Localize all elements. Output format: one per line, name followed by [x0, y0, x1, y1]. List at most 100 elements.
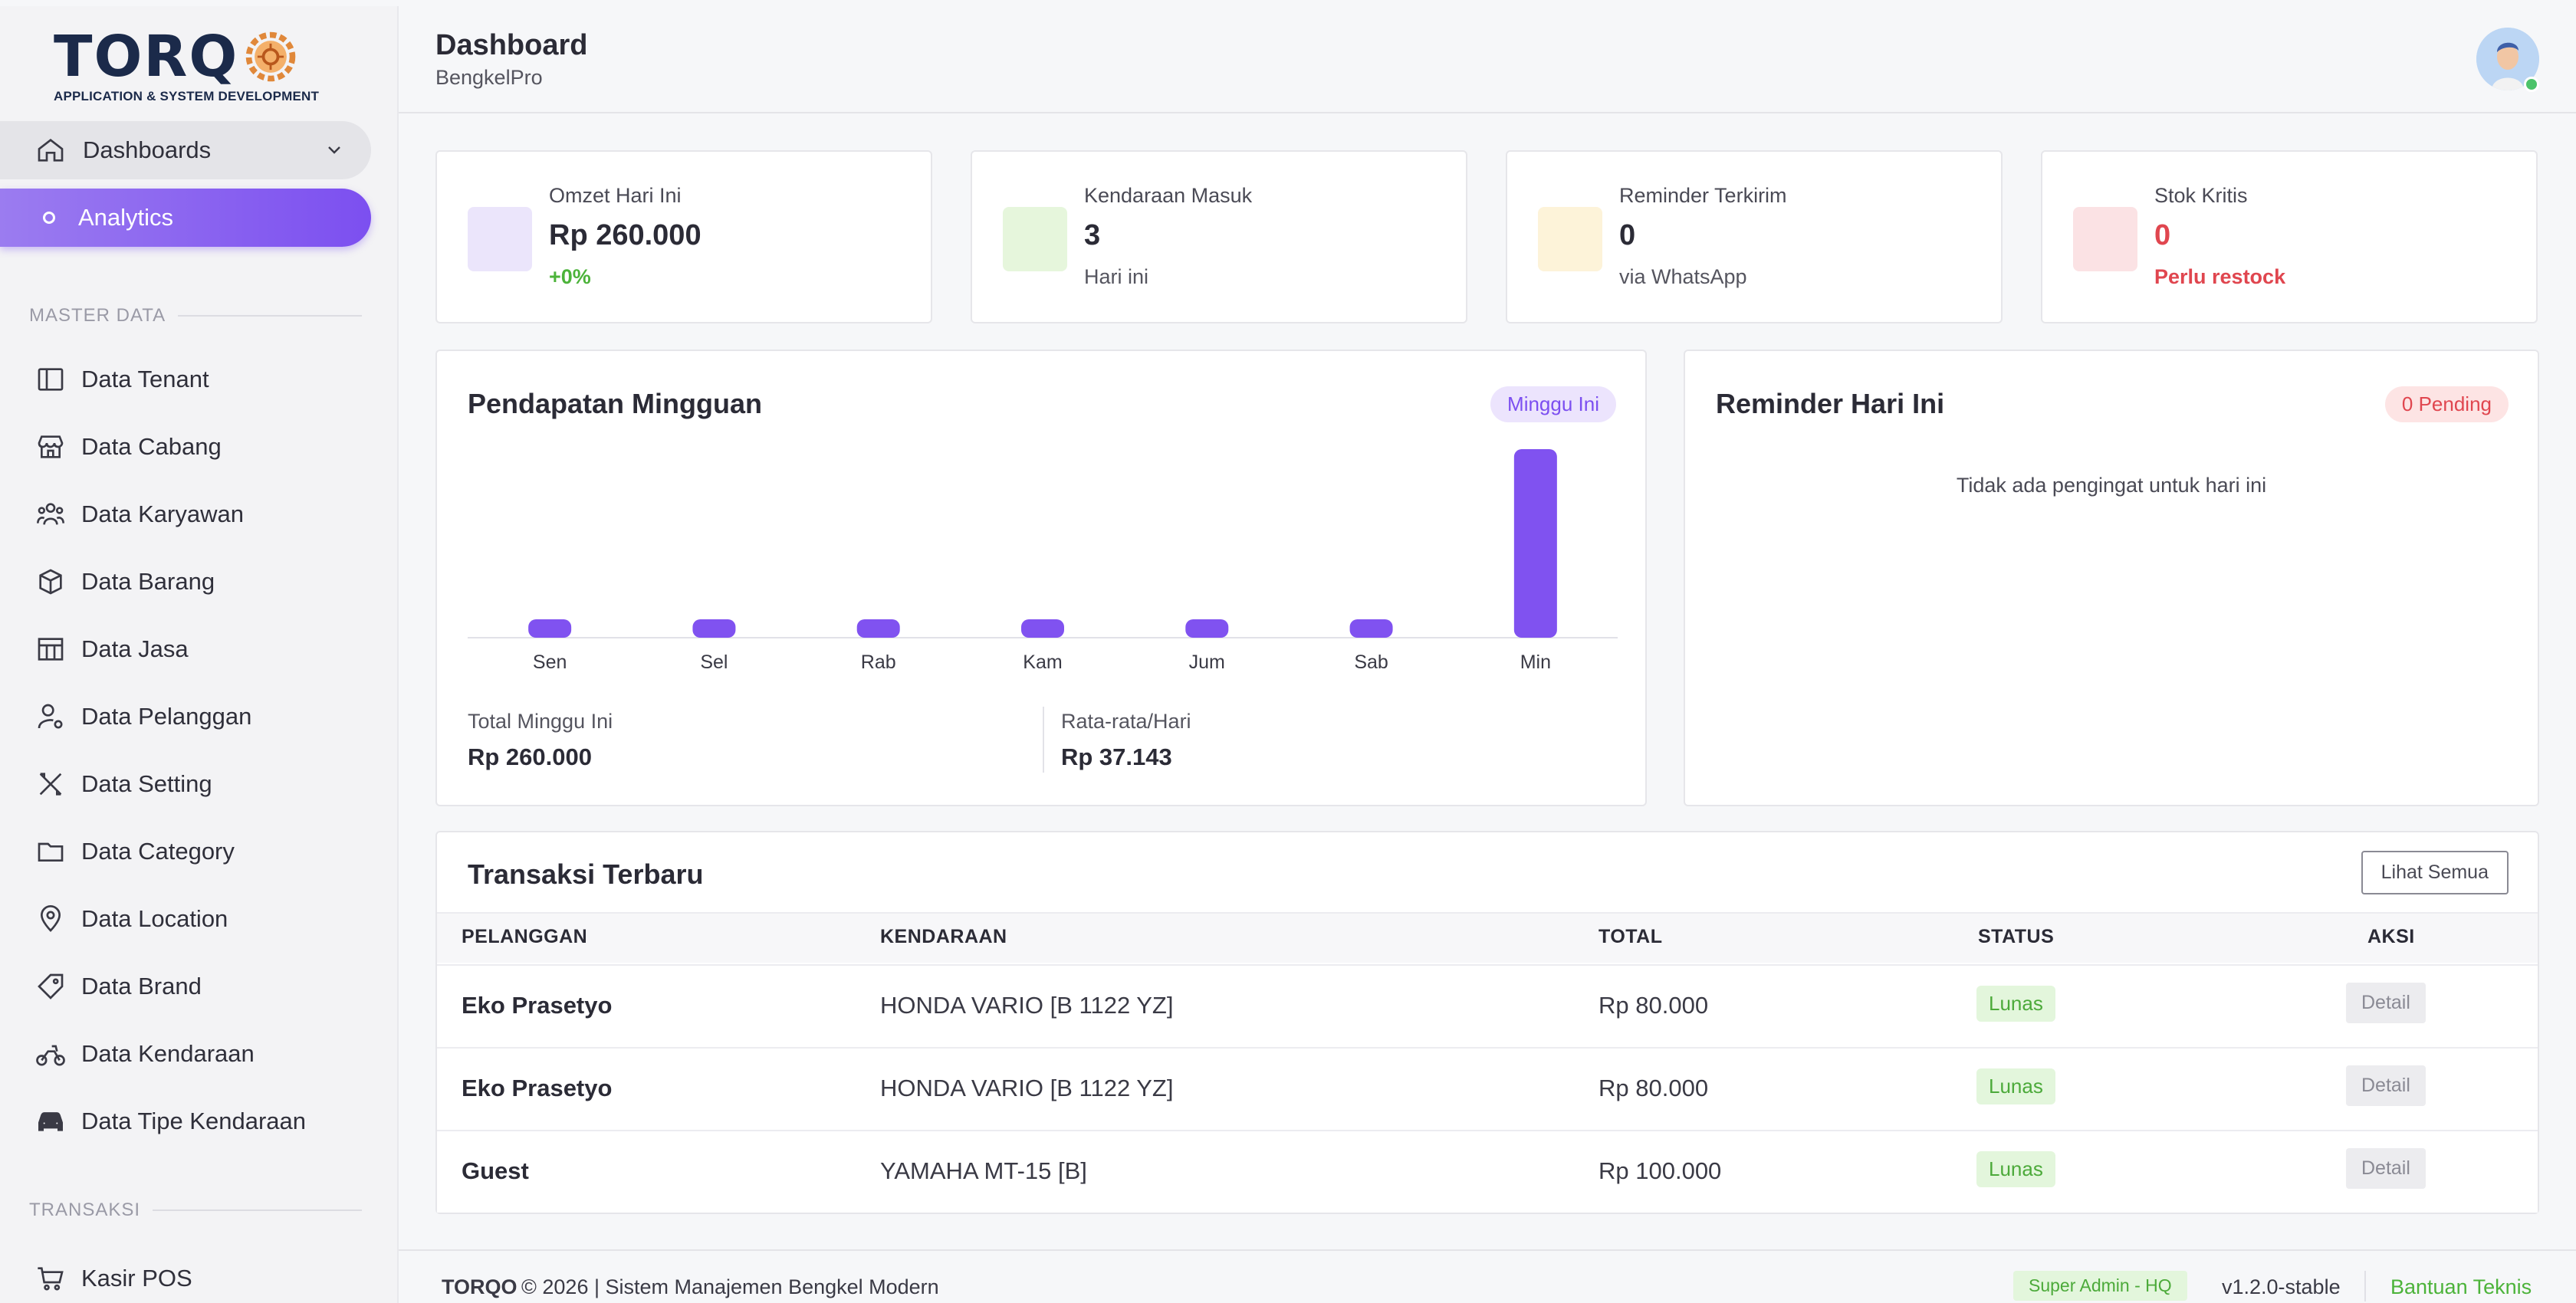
view-all-button[interactable]: Lihat Semua: [2361, 851, 2509, 894]
bar-kam: [1021, 619, 1064, 638]
sidebar-item-label: Dashboards: [83, 136, 212, 163]
column-header-pelanggan: PELANGGAN: [462, 926, 588, 947]
stat-label: Kendaraan Masuk: [1084, 184, 1253, 207]
total-label: Total Minggu Ini: [468, 710, 613, 733]
sidebar-item-data-pelanggan[interactable]: Data Pelanggan: [35, 694, 373, 740]
stat-swatch: [1003, 207, 1067, 271]
sidebar-item-dashboards[interactable]: Dashboards: [0, 121, 371, 179]
folder-icon: [38, 842, 64, 862]
sidebar-item-label: Data Jasa: [81, 635, 189, 662]
sidebar-item-data-location[interactable]: Data Location: [35, 896, 373, 942]
section-header-transaksi: TRANSAKSI: [29, 1200, 362, 1221]
detail-button[interactable]: Detail: [2346, 1148, 2426, 1189]
bar-sen: [528, 619, 572, 638]
sidebar-item-data-jasa[interactable]: Data Jasa: [35, 626, 373, 672]
weekly-revenue-card: Pendapatan Mingguan Minggu Ini Sen Sel Rab…: [435, 350, 1647, 806]
role-badge: Super Admin - HQ: [2013, 1271, 2187, 1301]
sidebar-item-data-setting[interactable]: Data Setting: [35, 761, 373, 807]
store-icon: [38, 435, 64, 458]
sidebar-item-label: Data Karyawan: [81, 501, 244, 527]
total-cell: Rp 100.000: [1598, 1157, 1722, 1184]
gear-logo-icon: [245, 31, 296, 82]
stat-value: 0: [2154, 219, 2171, 251]
sidebar-item-data-brand[interactable]: Data Brand: [35, 963, 373, 1009]
brand-name: TORQ: [54, 24, 239, 90]
stat-swatch: [2073, 207, 2137, 271]
motorbike-icon: [36, 1045, 65, 1066]
x-tick-label: Sel: [700, 652, 728, 673]
tools-icon: [39, 773, 62, 796]
sidebar-item-label: Data Cabang: [81, 433, 222, 460]
sidebar: TORQ APPLICATION & SYSTEM DEVELOPMENT Da…: [0, 6, 399, 1303]
sidebar-item-data-barang[interactable]: Data Barang: [35, 559, 373, 605]
customer-cell: Guest: [462, 1157, 529, 1184]
sidebar-item-label: Data Pelanggan: [81, 703, 252, 730]
sidebar-item-data-tipe-kendaraan[interactable]: Data Tipe Kendaraan: [35, 1098, 373, 1144]
sidebar-item-label: Data Tenant: [81, 366, 209, 392]
reminder-empty-text: Tidak ada pengingat untuk hari ini: [1956, 474, 2267, 497]
weekly-title: Pendapatan Mingguan: [468, 388, 763, 419]
stat-sub: +0%: [549, 265, 591, 288]
sidebar-item-label: Data Barang: [81, 568, 215, 595]
x-tick-label: Kam: [1023, 652, 1062, 673]
sidebar-item-data-tenant[interactable]: Data Tenant: [35, 356, 373, 402]
footer-copyright: © 2026 | Sistem Manajemen Bengkel Modern: [521, 1275, 939, 1298]
sidebar-item-label: Analytics: [78, 204, 174, 231]
x-tick-label: Min: [1520, 652, 1551, 673]
sidebar-item-analytics[interactable]: Analytics: [0, 189, 371, 247]
detail-button[interactable]: Detail: [2346, 1065, 2426, 1106]
pending-badge: 0 Pending: [2384, 386, 2509, 422]
detail-button[interactable]: Detail: [2346, 983, 2426, 1023]
table-row: [437, 964, 2538, 1045]
stat-sub: via WhatsApp: [1619, 265, 1747, 288]
stat-label: Omzet Hari Ini: [549, 184, 682, 207]
total-cell: Rp 80.000: [1598, 1075, 1709, 1101]
layout-icon: [38, 368, 64, 391]
weekly-bar-chart: Sen Sel Rab Kam Jum Sab Min: [468, 449, 1618, 673]
footer-version: v1.2.0-stable: [2222, 1275, 2341, 1298]
page-subtitle: BengkelPro: [435, 66, 543, 89]
stat-card-kendaraan: Kendaraan Masuk 3 Hari ini: [971, 150, 1467, 323]
reminder-card: Reminder Hari Ini 0 Pending Tidak ada pe…: [1684, 350, 2539, 806]
summary-divider: [1043, 707, 1044, 773]
vehicle-cell: HONDA VARIO [B 1122 YZ]: [880, 1075, 1174, 1101]
sidebar-item-data-category[interactable]: Data Category: [35, 829, 373, 875]
user-cog-icon: [38, 704, 63, 729]
total-value: Rp 260.000: [468, 743, 592, 770]
sidebar-item-label: Kasir POS: [81, 1265, 192, 1292]
sidebar-item-label: Data Setting: [81, 770, 212, 797]
help-link[interactable]: Bantuan Teknis: [2390, 1275, 2532, 1298]
table-header: [437, 912, 2538, 963]
sidebar-item-data-karyawan[interactable]: Data Karyawan: [35, 491, 373, 537]
vehicle-cell: YAMAHA MT-15 [B]: [880, 1157, 1087, 1184]
x-tick-label: Sab: [1354, 652, 1388, 673]
total-cell: Rp 80.000: [1598, 992, 1709, 1019]
sidebar-item-data-cabang[interactable]: Data Cabang: [35, 424, 373, 470]
home-icon: [38, 138, 64, 162]
sidebar-item-label: Data Tipe Kendaraan: [81, 1108, 306, 1134]
status-badge: Lunas: [1976, 986, 2055, 1022]
online-status-dot: [2524, 77, 2539, 92]
footer: TORQO © 2026 | Sistem Manajemen Bengkel …: [399, 1249, 2576, 1303]
bar-jum: [1185, 619, 1229, 638]
bar-rab: [856, 619, 900, 638]
sidebar-item-kasir-pos[interactable]: Kasir POS: [35, 1255, 373, 1301]
x-tick-label: Sen: [533, 652, 567, 673]
avatar[interactable]: [2476, 28, 2539, 90]
box-icon: [39, 569, 62, 595]
bar-min: [1513, 449, 1557, 638]
stat-card-stok: Stok Kritis 0 Perlu restock: [2041, 150, 2538, 323]
stat-sub: Hari ini: [1084, 265, 1149, 288]
stat-card-omzet: Omzet Hari Ini Rp 260.000 +0%: [435, 150, 932, 323]
transactions-title: Transaksi Terbaru: [468, 858, 704, 890]
footer-divider: [2364, 1271, 2366, 1301]
week-filter-badge[interactable]: Minggu Ini: [1490, 386, 1616, 422]
bar-sab: [1349, 619, 1393, 638]
circle-icon: [43, 212, 55, 224]
brand-logo[interactable]: TORQ APPLICATION & SYSTEM DEVELOPMENT: [0, 6, 397, 115]
sidebar-item-data-kendaraan[interactable]: Data Kendaraan: [35, 1031, 373, 1077]
status-badge: Lunas: [1976, 1151, 2055, 1187]
stat-card-reminder: Reminder Terkirim 0 via WhatsApp: [1506, 150, 2003, 323]
stat-swatch: [1538, 207, 1602, 271]
column-header-status: STATUS: [1978, 926, 2055, 947]
